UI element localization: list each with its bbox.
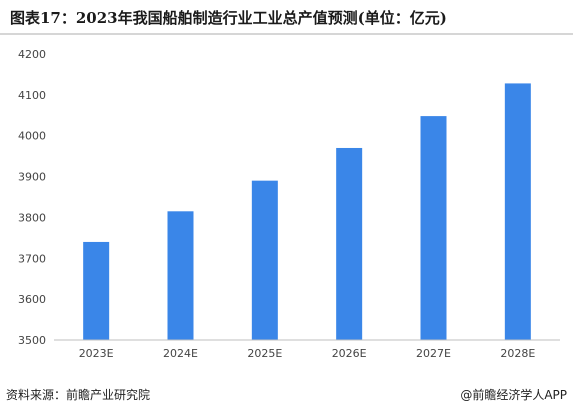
y-tick-label: 4000 bbox=[18, 130, 46, 143]
chart-title: 图表17：2023年我国船舶制造行业工业总产值预测(单位：亿元) bbox=[10, 9, 447, 27]
title-divider bbox=[0, 33, 573, 35]
x-axis: 2023E 2024E 2025E 2026E 2027E 2028E bbox=[79, 347, 536, 360]
y-axis: 3500 3600 3700 3800 3900 4000 4100 4200 bbox=[18, 48, 46, 347]
bar-2024E bbox=[167, 211, 194, 340]
bar-2026E bbox=[336, 147, 363, 340]
y-tick-label: 3600 bbox=[18, 293, 46, 306]
bar-2023E bbox=[83, 241, 110, 340]
y-tick-label: 3800 bbox=[18, 211, 46, 224]
x-tick-label: 2026E bbox=[332, 347, 367, 360]
x-tick-label: 2024E bbox=[163, 347, 198, 360]
bar-2025E bbox=[251, 180, 278, 340]
bar-2028E bbox=[504, 83, 531, 340]
y-tick-label: 3900 bbox=[18, 171, 46, 184]
y-tick-label: 4100 bbox=[18, 89, 46, 102]
x-tick-label: 2023E bbox=[79, 347, 114, 360]
x-tick-label: 2027E bbox=[416, 347, 451, 360]
y-tick-label: 3500 bbox=[18, 334, 46, 347]
credit-note: @前瞻经济学人APP bbox=[460, 388, 567, 402]
x-tick-label: 2025E bbox=[247, 347, 282, 360]
y-tick-label: 4200 bbox=[18, 48, 46, 61]
source-note: 资料来源：前瞻产业研究院 bbox=[6, 388, 151, 402]
y-tick-label: 3700 bbox=[18, 252, 46, 265]
bar-2027E bbox=[420, 116, 447, 340]
bar-series bbox=[83, 83, 531, 340]
x-tick-label: 2028E bbox=[500, 347, 535, 360]
